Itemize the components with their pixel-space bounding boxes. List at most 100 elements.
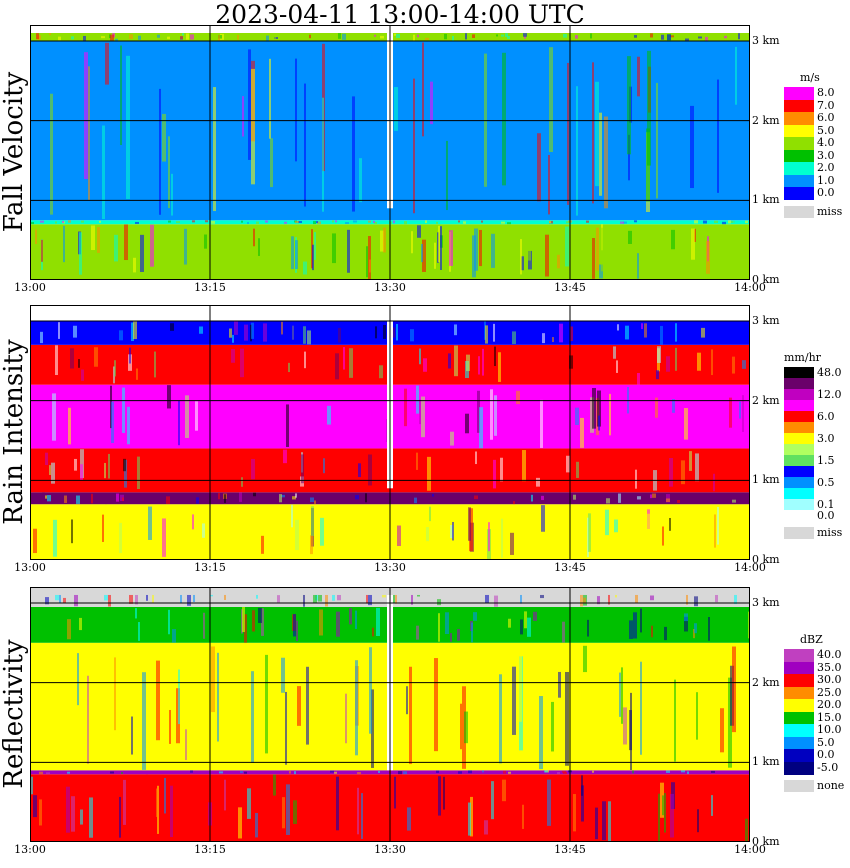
heatmap-streak: [734, 590, 737, 605]
heatmap-streak: [581, 785, 584, 822]
heatmap-streak: [551, 701, 554, 752]
legend-swatch: [784, 661, 814, 675]
heatmap-streak: [592, 62, 594, 204]
heatmap-streak: [511, 366, 513, 377]
heatmap-streak: [472, 235, 476, 278]
heatmap-streak: [304, 83, 306, 207]
heatmap-streak: [481, 220, 483, 223]
heatmap-streak: [224, 591, 226, 600]
heatmap-streak: [73, 325, 77, 338]
heatmap-streak: [425, 220, 427, 224]
heatmap-streak: [140, 76, 143, 120]
heatmap-streak: [422, 239, 426, 272]
heatmap-streak: [80, 809, 83, 825]
heatmap-streak: [234, 320, 238, 335]
heatmap-streak: [244, 771, 247, 774]
heatmap-streak: [565, 672, 569, 766]
heatmap-streak: [41, 239, 43, 262]
heatmap-streak: [261, 608, 264, 636]
heatmap-streak: [256, 221, 259, 224]
heatmap-streak: [218, 34, 220, 41]
heatmap-streak: [116, 493, 119, 502]
heatmap-streak: [557, 772, 560, 775]
heatmap-streak: [373, 220, 375, 223]
heatmap-streak: [633, 612, 637, 639]
heatmap-streak: [640, 661, 642, 755]
legend-unit: dBZ: [800, 633, 823, 646]
heatmap-streak: [522, 804, 524, 829]
heatmap-streak: [138, 622, 140, 641]
heatmap-streak: [137, 456, 140, 490]
heatmap-streak: [40, 331, 43, 344]
heatmap-streak: [548, 154, 550, 215]
heatmap-streak: [566, 455, 570, 473]
legend-unit: m/s: [800, 71, 820, 84]
heatmap-streak: [635, 469, 637, 489]
heatmap-streak: [219, 771, 223, 774]
heatmap-streak: [168, 609, 170, 635]
heatmap-streak: [63, 225, 65, 263]
heatmap-streak: [119, 522, 122, 553]
heatmap-streak: [403, 771, 407, 775]
heatmap-streak: [338, 220, 341, 225]
heatmap-streak: [189, 677, 192, 741]
legend-label: 6.0: [817, 111, 835, 125]
heatmap-streak: [583, 597, 586, 604]
heatmap-streak: [465, 413, 469, 434]
heatmap-streak: [675, 347, 677, 371]
heatmap-streak: [163, 33, 165, 36]
heatmap-streak: [635, 592, 638, 604]
heatmap-streak: [273, 774, 276, 796]
heatmap-streak: [199, 326, 203, 334]
heatmap-streak: [185, 729, 187, 761]
heatmap-streak: [349, 348, 353, 378]
heatmap-streak: [540, 399, 543, 448]
heatmap-streak: [312, 244, 314, 271]
heatmap-streak: [30, 776, 33, 795]
legend-missing-swatch: [784, 527, 814, 539]
heatmap-streak: [628, 230, 632, 244]
heatmap-streak: [647, 50, 651, 166]
legend-swatch: [784, 162, 814, 175]
heatmap-streak: [330, 770, 334, 773]
heatmap-streak: [698, 36, 702, 39]
heatmap-streak: [148, 506, 152, 540]
heatmap-streak: [261, 535, 264, 554]
heatmap-streak: [615, 367, 619, 381]
heatmap-streak: [251, 68, 255, 185]
heatmap-streak: [574, 624, 577, 640]
heatmap-streak: [656, 82, 658, 199]
heatmap-streak: [520, 593, 522, 604]
heatmap-streak: [110, 34, 114, 41]
heatmap-streak: [359, 158, 362, 203]
legend-label: 40.0: [817, 648, 842, 662]
heatmap-streak: [383, 227, 386, 253]
x-tick-label: 13:30: [374, 843, 406, 856]
legend-label: 25.0: [817, 685, 842, 699]
heatmap-streak: [451, 33, 455, 37]
legend-swatch: [784, 422, 814, 434]
heatmap-streak: [224, 779, 226, 811]
heatmap-streak: [382, 611, 385, 620]
heatmap-streak: [416, 625, 419, 640]
heatmap-streak: [212, 775, 214, 804]
heatmap-streak: [650, 595, 654, 601]
heatmap-streak: [523, 33, 527, 37]
heatmap-streak: [224, 494, 226, 503]
heatmap-streak: [292, 324, 294, 344]
heatmap-streak: [307, 330, 311, 345]
heatmap-streak: [720, 708, 724, 753]
heatmap-streak: [76, 495, 80, 504]
heatmap-streak: [637, 496, 641, 500]
heatmap-streak: [83, 35, 86, 41]
heatmap-streak: [434, 658, 438, 752]
heatmap-streak: [30, 222, 34, 225]
x-tick-label: 13:45: [554, 281, 586, 294]
heatmap-streak: [527, 617, 531, 637]
legend-label: 0.5: [817, 475, 835, 489]
heatmap-streak: [588, 513, 591, 552]
heatmap-streak: [40, 220, 44, 223]
heatmap-streak: [277, 595, 280, 603]
heatmap-streak: [121, 771, 123, 774]
heatmap-streak: [502, 779, 506, 802]
